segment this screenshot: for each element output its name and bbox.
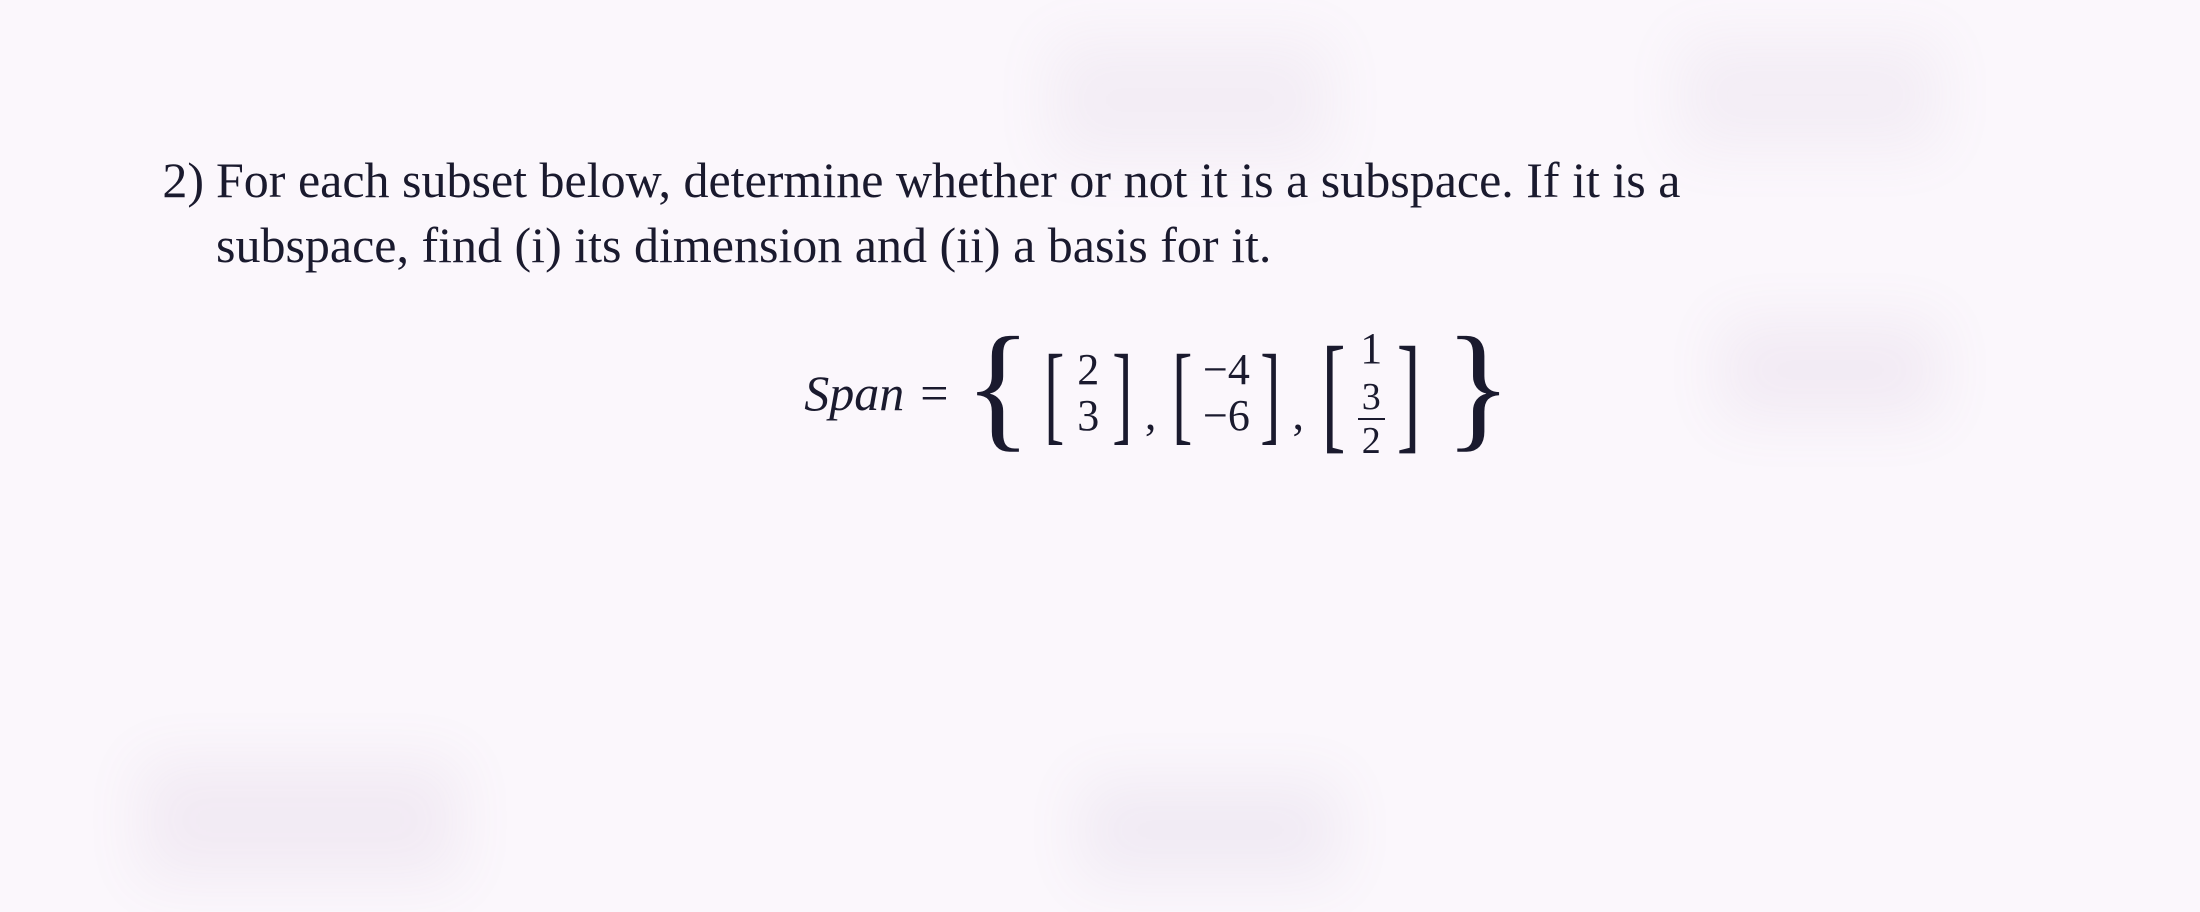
- vector-column: 2 3: [1072, 347, 1104, 439]
- problem-statement: 2) For each subset below, determine whet…: [150, 148, 2100, 460]
- problem-content: 2) For each subset below, determine whet…: [150, 148, 2100, 460]
- left-bracket-icon: [: [1322, 340, 1346, 447]
- vector-entry: 2: [1075, 347, 1101, 393]
- scan-smudge: [140, 760, 460, 880]
- vector-entry: 3: [1075, 393, 1101, 439]
- vector-3: [ 1 3 2 ]: [1312, 326, 1431, 460]
- right-bracket-icon: ]: [1260, 348, 1280, 438]
- scan-smudge: [1080, 780, 1340, 880]
- vector-column: 1 3 2: [1355, 326, 1387, 460]
- problem-line-1: For each subset below, determine whether…: [216, 148, 2100, 213]
- span-label: Span: [804, 361, 904, 426]
- fraction: 3 2: [1358, 378, 1385, 460]
- problem-number: 2): [150, 148, 216, 213]
- equals-sign: =: [920, 361, 948, 426]
- span-equation: Span = { [ 2 3 ] , [ −4 −6: [216, 326, 2100, 460]
- fraction-denominator: 2: [1362, 420, 1381, 460]
- vector-entry: −6: [1201, 393, 1252, 439]
- problem-line-2: subspace, find (i) its dimension and (ii…: [216, 213, 2100, 278]
- left-bracket-icon: [: [1044, 348, 1064, 438]
- vector-1: [ 2 3 ]: [1036, 347, 1141, 439]
- vector-entry: −4: [1201, 347, 1252, 393]
- separator-comma: ,: [1293, 384, 1305, 444]
- vector-entry: 1: [1358, 326, 1384, 372]
- scan-smudge: [1680, 40, 1940, 150]
- right-bracket-icon: ]: [1397, 340, 1421, 447]
- fraction-numerator: 3: [1358, 378, 1385, 420]
- left-curly-brace: {: [964, 331, 1031, 443]
- vector-column: −4 −6: [1201, 347, 1252, 439]
- scan-smudge: [1050, 40, 1330, 160]
- vector-2: [ −4 −6 ]: [1164, 347, 1288, 439]
- separator-comma: ,: [1145, 384, 1157, 444]
- left-bracket-icon: [: [1173, 348, 1193, 438]
- problem-text: For each subset below, determine whether…: [216, 148, 2100, 460]
- right-bracket-icon: ]: [1112, 348, 1132, 438]
- vector-entry-fraction: 3 2: [1356, 372, 1387, 460]
- right-curly-brace: }: [1445, 331, 1512, 443]
